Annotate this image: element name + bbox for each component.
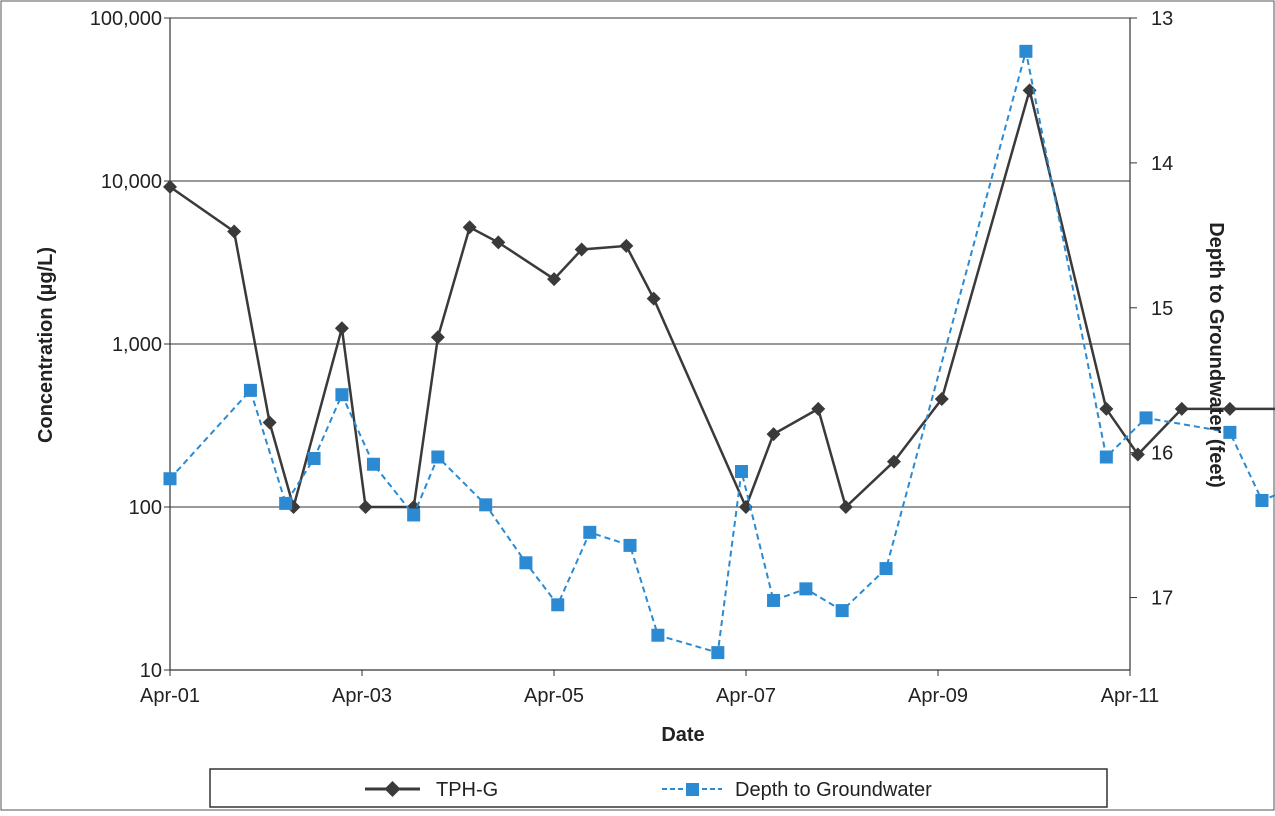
tphg-data-point — [491, 235, 506, 250]
x-tick-label: Apr-11 — [1101, 685, 1160, 707]
depth-data-point — [1019, 44, 1033, 58]
tphg-data-point — [886, 454, 901, 469]
tphg-data-point — [547, 272, 562, 287]
tphg-data-point — [619, 238, 634, 253]
depth-data-point — [279, 496, 293, 510]
depth-data-point — [734, 465, 748, 479]
legend: TPH-G Depth to Groundwater — [209, 768, 1108, 808]
tphg-data-point — [738, 500, 753, 514]
depth-data-point — [431, 450, 445, 464]
depth-data-point — [767, 593, 781, 607]
tphg-data-point — [646, 291, 661, 306]
x-tick-label: Apr-09 — [908, 685, 968, 707]
tphg-data-point — [430, 330, 445, 345]
tphg-data-point — [838, 500, 853, 514]
x-tick-label: Apr-03 — [332, 685, 392, 707]
tphg-data-point — [934, 391, 949, 406]
depth-data-point — [243, 383, 257, 397]
tphg-data-point — [574, 242, 589, 257]
y2-tick-label: 17 — [1151, 588, 1173, 610]
tphg-data-point — [262, 415, 277, 430]
tphg-data-point — [1222, 401, 1237, 416]
tphg-data-point — [766, 427, 781, 442]
legend-tphg-label: TPH-G — [436, 779, 498, 801]
depth-data-point — [623, 538, 637, 552]
tphg-data-point — [163, 179, 177, 194]
legend-box — [209, 768, 1108, 808]
depth-data-point — [335, 388, 349, 402]
y2-tick-label: 15 — [1151, 298, 1173, 320]
depth-data-point — [583, 525, 597, 539]
x-axis-title: Date — [661, 724, 704, 746]
tphg-data-point — [811, 401, 826, 416]
plot-layer: 100,000 10,000 1,000 100 10 13 14 15 16 17 Apr-01 A… — [90, 8, 1275, 707]
tphg-data-point — [1130, 447, 1145, 462]
depth-data-point — [519, 556, 533, 570]
y-tick-label: 100,000 — [90, 8, 162, 30]
legend-depth-label: Depth to Groundwater — [735, 779, 932, 801]
y-tick-label: 100 — [129, 497, 162, 519]
depth-data-point — [1255, 493, 1269, 507]
depth-data-point — [1099, 450, 1113, 464]
y2-tick-label: 14 — [1151, 153, 1173, 175]
depth-data-point — [835, 604, 849, 618]
y2-axis-title: Depth to Groundwater (feet) — [1205, 222, 1227, 488]
depth-data-point — [651, 628, 665, 642]
depth-data-point — [479, 498, 493, 512]
depth-data-point — [551, 598, 565, 612]
y-tick-label: 10,000 — [101, 171, 162, 193]
tphg-data-point — [1022, 83, 1037, 98]
depth-data-point — [307, 451, 321, 465]
y2-tick-label: 16 — [1151, 443, 1173, 465]
tphg-data-point — [462, 220, 477, 235]
depth-data-point — [407, 508, 421, 522]
depth-data-point — [711, 646, 725, 660]
depth-data-point — [366, 457, 380, 471]
tphg-data-point — [1099, 401, 1114, 416]
depth-data-point — [1223, 425, 1237, 439]
legend-tphg-marker — [384, 781, 401, 797]
tphg-data-point — [227, 224, 242, 239]
x-tick-label: Apr-07 — [716, 685, 776, 707]
depth-series-line — [169, 51, 1275, 654]
y2-tick-label: 13 — [1151, 8, 1173, 30]
depth-data-point — [1139, 411, 1153, 425]
depth-data-point — [163, 472, 177, 486]
legend-depth-marker — [686, 783, 699, 796]
tphg-series-line — [169, 85, 1275, 512]
y-tick-label: 10 — [140, 660, 162, 682]
tphg-data-point — [358, 500, 373, 514]
x-tick-label: Apr-05 — [524, 685, 584, 707]
depth-data-point — [879, 562, 893, 576]
y-tick-label: 1,000 — [112, 334, 162, 356]
tphg-data-point — [334, 321, 349, 336]
tphg-data-point — [1174, 401, 1189, 416]
depth-data-point — [799, 582, 813, 596]
x-tick-label: Apr-01 — [140, 685, 200, 707]
y-axis-title: Concentration (µg/L) — [35, 247, 57, 443]
